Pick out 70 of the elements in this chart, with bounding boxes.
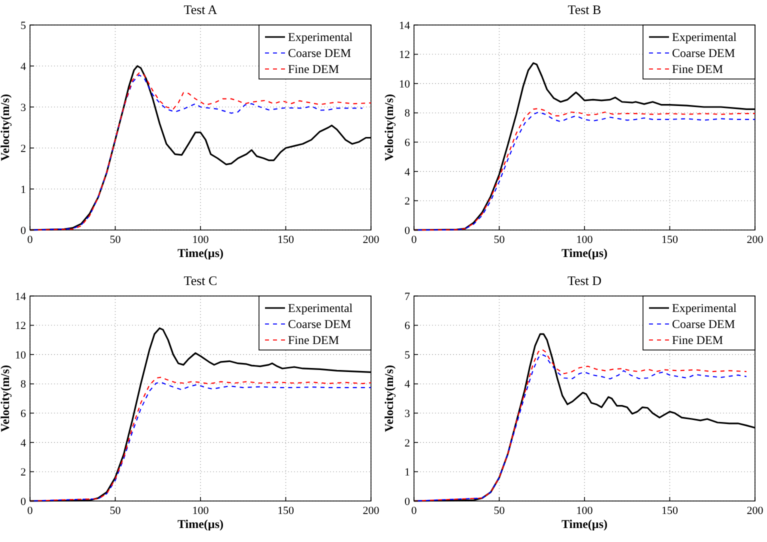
legend-label: Experimental — [672, 301, 738, 316]
legend-label: Fine DEM — [288, 333, 340, 348]
y-tick-label: 2 — [20, 466, 26, 479]
y-tick-label: 10 — [399, 78, 410, 90]
x-axis-title: Time(µs) — [177, 517, 224, 531]
x-axis-title: Time(µs) — [561, 517, 608, 531]
x-tick-label: 200 — [746, 505, 764, 517]
y-tick-label: 5 — [404, 349, 410, 362]
y-tick-label: 8 — [20, 378, 26, 391]
y-tick-label: 12 — [15, 320, 26, 332]
y-tick-label: 4 — [404, 378, 410, 391]
legend-label: Experimental — [288, 301, 354, 316]
legend-label: Fine DEM — [288, 62, 340, 76]
x-tick-label: 50 — [110, 234, 122, 246]
legend-label: Experimental — [672, 30, 738, 44]
y-tick-label: 4 — [404, 166, 410, 178]
y-axis-title: Velocity(m/s) — [0, 94, 12, 161]
x-tick-label: 200 — [362, 505, 380, 517]
x-tick-label: 150 — [278, 505, 294, 517]
y-tick-label: 0 — [20, 496, 26, 508]
x-tick-label: 150 — [662, 234, 678, 246]
y-tick-label: 2 — [20, 142, 26, 155]
y-tick-label: 2 — [404, 196, 410, 208]
x-tick-label: 100 — [576, 505, 594, 517]
y-tick-label: 1 — [20, 184, 26, 196]
y-tick-label: 7 — [404, 290, 410, 303]
x-tick-label: 150 — [278, 234, 294, 246]
legend-label: Experimental — [288, 30, 354, 44]
x-tick-label: 100 — [576, 234, 594, 246]
legend-label: Fine DEM — [672, 333, 724, 348]
y-tick-label: 8 — [404, 108, 410, 120]
y-tick-label: 1 — [404, 466, 410, 479]
x-tick-label: 100 — [192, 234, 210, 246]
y-tick-label: 10 — [15, 349, 26, 362]
y-tick-label: 2 — [404, 437, 410, 450]
x-axis-title: Time(µs) — [561, 246, 608, 260]
chart-title: Test B — [568, 2, 602, 17]
y-tick-label: 14 — [399, 20, 410, 32]
y-tick-label: 4 — [20, 60, 26, 73]
x-tick-label: 50 — [494, 234, 506, 246]
x-axis-title: Time(µs) — [177, 246, 224, 260]
y-tick-label: 6 — [404, 320, 410, 332]
x-tick-label: 150 — [662, 505, 678, 517]
y-tick-label: 4 — [20, 437, 26, 450]
y-axis-title: Velocity(m/s) — [382, 94, 396, 161]
y-tick-label: 3 — [404, 408, 410, 420]
y-tick-label: 14 — [15, 290, 26, 303]
legend-label: Coarse DEM — [288, 46, 352, 60]
y-tick-label: 5 — [20, 20, 26, 32]
chart-title: Test C — [184, 273, 218, 288]
x-tick-label: 50 — [494, 505, 506, 517]
chart-title: Test D — [567, 273, 602, 288]
y-tick-label: 6 — [404, 136, 410, 149]
x-tick-label: 200 — [362, 234, 380, 246]
x-tick-label: 50 — [110, 505, 122, 517]
y-axis-title: Velocity(m/s) — [0, 365, 12, 432]
legend-label: Coarse DEM — [672, 46, 736, 60]
legend-label: Coarse DEM — [672, 317, 736, 332]
y-tick-label: 12 — [399, 49, 410, 62]
legend-label: Coarse DEM — [288, 317, 352, 332]
y-tick-label: 3 — [20, 102, 26, 114]
y-tick-label: 6 — [20, 408, 26, 420]
chart-title: Test A — [184, 2, 218, 17]
y-tick-label: 0 — [404, 224, 410, 237]
legend-label: Fine DEM — [672, 62, 724, 76]
x-tick-label: 100 — [192, 505, 210, 517]
x-tick-label: 200 — [746, 234, 764, 246]
y-tick-label: 0 — [20, 224, 26, 237]
y-tick-label: 0 — [404, 496, 410, 508]
y-axis-title: Velocity(m/s) — [382, 365, 396, 432]
